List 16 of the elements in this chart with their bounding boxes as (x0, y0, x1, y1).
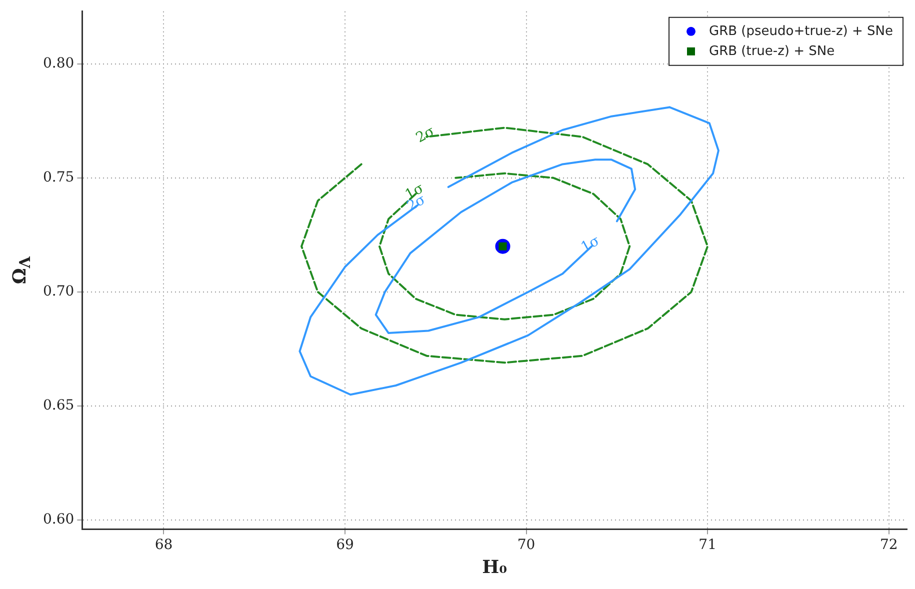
line-series (300, 126, 709, 364)
y-tick-label: 0.75 (43, 170, 74, 186)
legend-label: GRB (pseudo+true-z) + SNe (709, 24, 894, 39)
x-tick-label: 71 (698, 537, 717, 554)
legend-label: GRB (true-z) + SNe (709, 44, 835, 59)
annotation: 2σ (414, 123, 438, 146)
x-tick-label: 72 (880, 537, 898, 554)
y-tick-label: 0.60 (43, 512, 74, 528)
line-series (378, 172, 631, 320)
x-tick-label: 69 (336, 537, 354, 554)
y-tick-label: 0.65 (43, 398, 74, 414)
y-tick-label: 0.70 (43, 284, 74, 300)
x-axis-title: H₀ (482, 557, 507, 578)
x-tick-label: 68 (154, 537, 173, 554)
x-tick-label: 70 (517, 537, 536, 554)
y-tick-label: 0.80 (43, 56, 74, 72)
